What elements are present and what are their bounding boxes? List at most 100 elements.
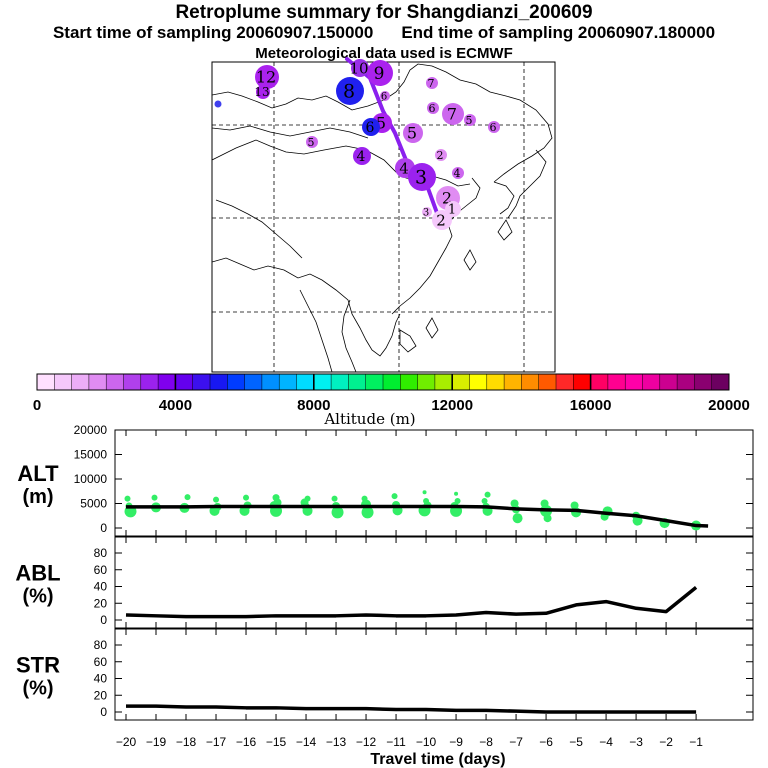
colorbar-segment-25: [452, 374, 470, 390]
colorbar-segment-6: [123, 374, 142, 390]
plume-point-16: [353, 147, 371, 165]
y-axis-label: ALT: [17, 461, 59, 486]
plume-point-24: [432, 210, 452, 230]
plume-point-19: [408, 163, 436, 191]
colorbar-segment-18: [331, 374, 349, 390]
x-tick-label: −5: [569, 735, 583, 749]
colorbar-segment-39: [694, 374, 713, 390]
x-tick-label: −16: [236, 735, 257, 749]
plume-point-label-21: 2: [442, 189, 452, 208]
plume-point-22: [422, 207, 432, 217]
x-tick-label: −9: [449, 735, 463, 749]
scatter-point: [239, 505, 250, 516]
colorbar-segment-13: [244, 374, 263, 390]
colorbar-segment-32: [573, 374, 591, 390]
plume-point-label-1: 12: [256, 68, 276, 87]
plume-point-label-20: 2: [437, 149, 444, 162]
y-tick-label: 80: [94, 546, 108, 560]
y-axis-unit: (%): [22, 586, 53, 608]
y-tick-label: 10000: [74, 472, 108, 486]
plume-point-label-22: 3: [423, 208, 429, 219]
x-tick-label: −17: [206, 735, 227, 749]
scatter-point: [151, 494, 158, 501]
plume-point-15: [362, 118, 380, 136]
plume-point-label-12: 5: [466, 114, 473, 127]
plume-point-label-6: 7: [428, 77, 435, 90]
y-tick-label: 15000: [74, 448, 108, 462]
colorbar-segment-38: [677, 374, 695, 390]
scatter-point: [209, 505, 220, 516]
colorbar-tick-label: 12000: [431, 397, 473, 414]
plume-point-3: [351, 59, 369, 77]
plume-point-13: [403, 123, 423, 143]
colorbar-segment-9: [175, 374, 194, 390]
y-axis-label: ABL: [15, 561, 60, 586]
plume-point-label-11: 5: [376, 114, 386, 133]
plume-point-label-3: 10: [349, 59, 368, 77]
colorbar-segment-14: [261, 374, 280, 390]
colorbar-segment-37: [659, 374, 678, 390]
colorbar-segment-3: [71, 374, 90, 390]
x-tick-label: −2: [659, 735, 673, 749]
plume-point-12: [464, 114, 476, 126]
met-data-label: Meteorological data used is ECMWF: [255, 45, 513, 62]
colorbar-tick-label: 20000: [708, 397, 750, 414]
scatter-point: [184, 494, 191, 501]
plume-point-7: [442, 103, 464, 125]
colorbar-segment-2: [54, 374, 72, 390]
plume-point-4: [367, 60, 393, 86]
scatter-point: [481, 498, 488, 505]
colorbar-segment-4: [88, 374, 107, 390]
panel-frame: [114, 429, 754, 537]
colorbar-segment-11: [210, 374, 228, 390]
colorbar: 0 4000 8000 12000 16000 20000 Altitude (m): [33, 373, 750, 428]
plume-point-6: [426, 77, 438, 89]
plume-point-label-23: 1: [448, 203, 456, 218]
panel-frame: [114, 628, 754, 721]
x-tick-label: −18: [176, 735, 197, 749]
panel-abl: 0 20 40 60 80 ABL(%): [15, 536, 754, 629]
scatter-point: [302, 505, 313, 516]
y-axis-label: STR: [16, 653, 60, 678]
abl-line: [125, 585, 698, 619]
colorbar-tick-label: 4000: [159, 397, 192, 414]
scatter-point: [331, 506, 344, 519]
colorbar-segment-16: [296, 374, 315, 390]
plume-point-8: [380, 91, 390, 101]
plume-point-20: [435, 149, 447, 161]
plume-point-label-13: 5: [407, 124, 417, 143]
y-axis-unit: (m): [22, 486, 53, 508]
plume-point-label-15: 6: [366, 120, 375, 136]
plume-point-label-5: 8: [343, 81, 355, 103]
colorbar-segment-27: [486, 374, 505, 390]
colorbar-tick-label: 0: [33, 397, 41, 414]
scatter-point: [454, 491, 459, 496]
plume-point-outlier: [214, 100, 222, 108]
y-tick-label: 0: [100, 613, 107, 627]
colorbar-segment-22: [400, 374, 418, 390]
plume-point-label-8: 6: [381, 92, 387, 103]
x-tick-label: −3: [629, 735, 643, 749]
plume-point-1: [255, 65, 279, 89]
x-tick-label: −13: [326, 735, 347, 749]
y-tick-label: 20000: [74, 423, 108, 437]
plume-point-label-19: 3: [415, 167, 427, 189]
plume-point-label-7: 7: [447, 105, 457, 124]
plume-point-17: [452, 167, 464, 179]
plume-point-label-24: 2: [436, 211, 446, 229]
colorbar-segment-35: [625, 374, 643, 390]
plume-point-10: [488, 121, 500, 133]
y-tick-label: 80: [94, 638, 108, 652]
scatter-point: [243, 494, 250, 501]
y-tick-label: 0: [100, 521, 107, 535]
x-tick-label: −10: [416, 735, 437, 749]
colorbar-axis-label: Altitude (m): [323, 410, 415, 428]
colorbar-segment-34: [607, 374, 626, 390]
x-axis-label: Travel time (days): [370, 751, 505, 768]
plume-point-label-2: 13: [254, 85, 269, 99]
plume-point-label-9: 6: [429, 102, 436, 115]
colorbar-segment-31: [556, 374, 574, 390]
